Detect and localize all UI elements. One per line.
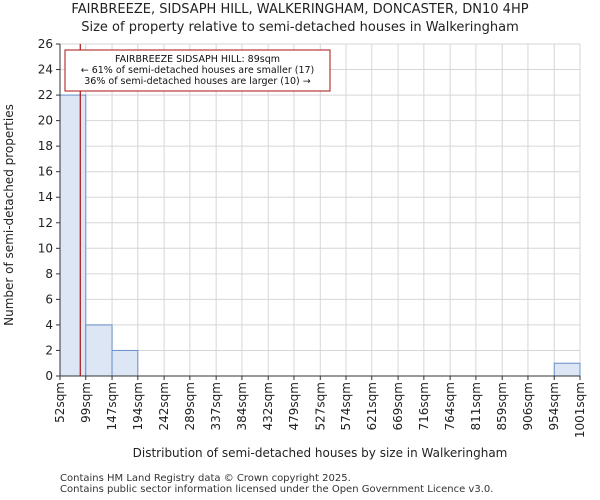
x-tick-label: 527sqm (313, 382, 327, 430)
y-tick-label: 6 (45, 292, 53, 306)
y-tick-label: 24 (38, 63, 53, 77)
x-tick-label: 337sqm (209, 382, 223, 430)
y-tick-label: 18 (38, 139, 53, 153)
grid-layer (59, 43, 581, 377)
y-tick-label: 22 (38, 88, 53, 102)
x-tick-label: 384sqm (235, 382, 249, 430)
y-tick-label: 12 (38, 216, 53, 230)
x-tick-label: 289sqm (183, 382, 197, 430)
footer-line-1: Contains HM Land Registry data © Crown c… (60, 473, 351, 484)
histogram-bar (85, 324, 113, 377)
y-tick-label: 4 (45, 318, 53, 332)
x-tick-label: 716sqm (417, 382, 431, 430)
x-tick-label: 574sqm (339, 382, 353, 430)
x-tick-label: 194sqm (131, 382, 145, 430)
histogram-bar (111, 349, 139, 377)
y-axis-label: Number of semi-detached properties (2, 104, 16, 326)
chart-title: FAIRBREEZE, SIDSAPH HILL, WALKERINGHAM, … (71, 2, 529, 17)
x-tick-label: 1001sqm (573, 382, 587, 438)
y-tick-label: 8 (45, 267, 53, 281)
annotation-line: ← 61% of semi-detached houses are smalle… (81, 65, 315, 76)
y-tick-label: 14 (38, 190, 53, 204)
x-tick-label: 99sqm (79, 382, 93, 423)
y-tick-label: 16 (38, 165, 53, 179)
x-tick-label: 479sqm (287, 382, 301, 430)
x-tick-label: 621sqm (365, 382, 379, 430)
y-tick-label: 0 (45, 369, 53, 383)
bar-layer (59, 94, 581, 377)
y-tick-label: 2 (45, 343, 53, 357)
annotation-box (64, 49, 331, 92)
annotation-layer: FAIRBREEZE SIDSAPH HILL: 89sqm← 61% of s… (64, 49, 331, 92)
x-tick-label: 906sqm (521, 382, 535, 430)
y-tick-label: 26 (38, 37, 53, 51)
x-tick-label: 52sqm (53, 382, 67, 423)
x-tick-label: 954sqm (547, 382, 561, 430)
y-tick-label: 10 (38, 241, 53, 255)
histogram-bar (59, 94, 87, 377)
x-tick-label: 811sqm (469, 382, 483, 430)
annotation-line: 36% of semi-detached houses are larger (… (84, 76, 311, 87)
histogram-bar (553, 362, 581, 377)
chart-subtitle: Size of property relative to semi-detach… (81, 20, 519, 35)
footer-line-2: Contains public sector information licen… (60, 484, 494, 495)
x-tick-label: 669sqm (391, 382, 405, 430)
x-axis-label: Distribution of semi-detached houses by … (133, 446, 508, 460)
x-tick-label: 764sqm (443, 382, 457, 430)
annotation-line: FAIRBREEZE SIDSAPH HILL: 89sqm (115, 54, 280, 65)
y-tick-label: 20 (38, 114, 53, 128)
x-tick-label: 242sqm (157, 382, 171, 430)
x-tick-label: 859sqm (495, 382, 509, 430)
x-tick-label: 147sqm (105, 382, 119, 430)
x-tick-label: 432sqm (261, 382, 275, 430)
